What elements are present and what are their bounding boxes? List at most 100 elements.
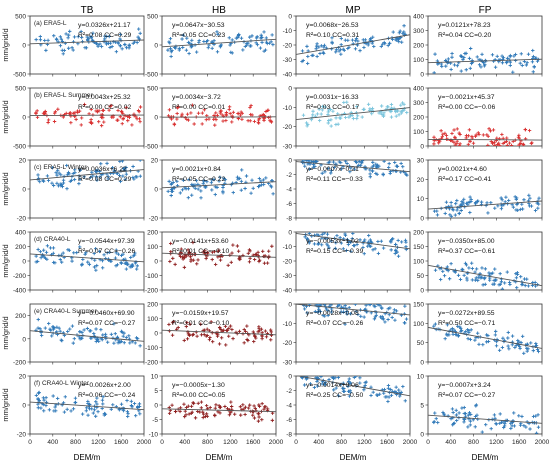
data-point — [358, 376, 362, 380]
y-tick-label: 0 — [420, 288, 424, 295]
data-point — [490, 53, 495, 57]
data-point — [204, 412, 209, 416]
data-point — [320, 243, 324, 247]
y-tick-label: 150 — [413, 302, 424, 309]
data-point — [260, 40, 264, 45]
scatter-points — [34, 390, 142, 419]
y-tick-label: 10 — [151, 374, 159, 381]
data-point — [500, 132, 504, 137]
data-point — [477, 342, 481, 346]
data-point — [50, 166, 55, 170]
data-point — [487, 271, 491, 275]
x-tick-label: 2000 — [535, 439, 550, 446]
data-point — [336, 394, 341, 398]
plot-frame — [161, 303, 277, 363]
data-point — [227, 413, 232, 417]
data-point — [250, 178, 254, 182]
data-point — [216, 332, 220, 336]
data-point — [251, 186, 255, 190]
data-point — [447, 277, 452, 281]
data-point — [533, 208, 538, 213]
data-point — [468, 419, 473, 423]
y-tick-label: -20 — [283, 259, 293, 266]
data-point — [351, 243, 356, 248]
data-point — [473, 338, 477, 342]
data-point — [372, 44, 376, 49]
data-point — [352, 167, 357, 171]
panel-c-mp: -8 -6 -4 -2 0 y=−0.0007x−0.21 R²=0.11 CC=−0.33 — [286, 158, 411, 223]
data-point — [438, 139, 442, 143]
data-point — [531, 414, 536, 419]
data-point — [345, 312, 349, 316]
data-point — [168, 241, 173, 246]
data-point — [492, 413, 497, 417]
data-point — [530, 141, 534, 145]
data-point — [251, 330, 255, 334]
data-point — [172, 122, 176, 126]
data-point — [93, 247, 98, 251]
data-point — [120, 110, 124, 114]
data-point — [88, 120, 93, 124]
data-point — [36, 317, 40, 322]
data-point — [479, 65, 483, 69]
regression-line — [162, 252, 276, 258]
data-point — [465, 278, 469, 282]
data-point — [377, 111, 381, 115]
data-point — [66, 248, 70, 252]
data-point — [119, 109, 124, 114]
data-point — [381, 114, 386, 118]
data-point — [39, 406, 43, 410]
data-point — [518, 423, 523, 427]
xlabel-hb: DEM/m — [206, 453, 233, 462]
data-point — [448, 213, 452, 217]
data-point — [443, 131, 447, 135]
data-point — [93, 414, 98, 418]
data-point — [68, 113, 72, 117]
data-point — [432, 135, 436, 139]
y-tick-label: 0 — [288, 14, 292, 21]
data-point — [388, 41, 392, 46]
data-point — [207, 338, 212, 342]
y-tick-label: -40 — [283, 288, 293, 295]
data-point — [86, 260, 90, 264]
data-point — [356, 163, 361, 167]
data-point — [178, 191, 182, 195]
data-point — [506, 330, 510, 335]
data-point — [358, 238, 362, 242]
regression-stats: R²=0.08 CC=0.29 — [78, 32, 131, 39]
data-point — [312, 242, 317, 246]
data-point — [38, 180, 42, 184]
regression-stats: R²=0.10 CC=0.31 — [306, 32, 359, 39]
data-point — [452, 128, 456, 132]
data-point — [401, 164, 405, 169]
data-point — [309, 117, 314, 122]
data-point — [230, 327, 234, 332]
y-tick-label: 0 — [288, 230, 292, 237]
data-point — [315, 42, 319, 46]
data-point — [208, 405, 212, 410]
data-point — [349, 166, 353, 170]
data-point — [68, 179, 72, 184]
x-tick-label: 800 — [70, 439, 81, 446]
data-point — [304, 377, 309, 381]
x-tick-label: 1600 — [246, 439, 261, 446]
data-point — [169, 54, 173, 59]
data-point — [494, 340, 499, 344]
data-point — [229, 260, 233, 265]
panel-c-hb: -20 0 20 y=0.0021x+0.84 R²=0.05 CC=0.22 — [149, 158, 277, 223]
data-point — [132, 40, 137, 44]
data-point — [239, 179, 244, 184]
data-point — [253, 406, 257, 411]
data-point — [66, 33, 71, 37]
data-point — [464, 263, 469, 267]
data-point — [168, 46, 173, 51]
data-point — [212, 249, 217, 254]
data-point — [340, 386, 345, 390]
data-point — [379, 44, 383, 49]
data-point — [325, 242, 329, 246]
data-point — [57, 171, 61, 175]
data-point — [459, 69, 463, 73]
data-point — [350, 236, 354, 241]
data-point — [462, 273, 466, 278]
y-tick-label: 0 — [154, 43, 158, 50]
